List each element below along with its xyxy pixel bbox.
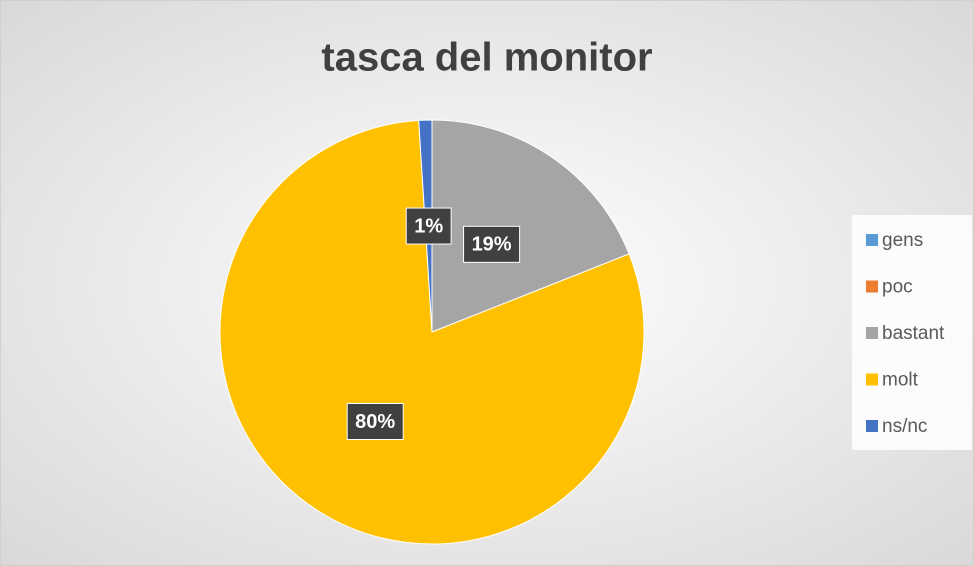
data-label: 19% — [472, 234, 512, 256]
legend-label: bastant — [882, 323, 945, 344]
data-label-box — [463, 225, 521, 263]
legend-swatch — [866, 280, 878, 293]
legend-label: ns/nc — [882, 416, 927, 437]
legend-label: gens — [882, 230, 923, 251]
data-label-box — [346, 402, 404, 440]
legend-swatch — [866, 327, 878, 339]
legend-label: poc — [882, 277, 913, 298]
data-label: 80% — [355, 411, 395, 433]
legend-swatch — [866, 234, 878, 246]
legend-label: molt — [882, 370, 919, 391]
legend-swatch — [866, 420, 878, 432]
legend-swatch — [866, 373, 878, 386]
chart-title: tasca del monitor — [321, 36, 652, 80]
pie-slice — [219, 119, 645, 545]
data-label-box — [405, 207, 452, 245]
data-label: 1% — [414, 215, 443, 237]
pie-slice — [431, 119, 630, 333]
